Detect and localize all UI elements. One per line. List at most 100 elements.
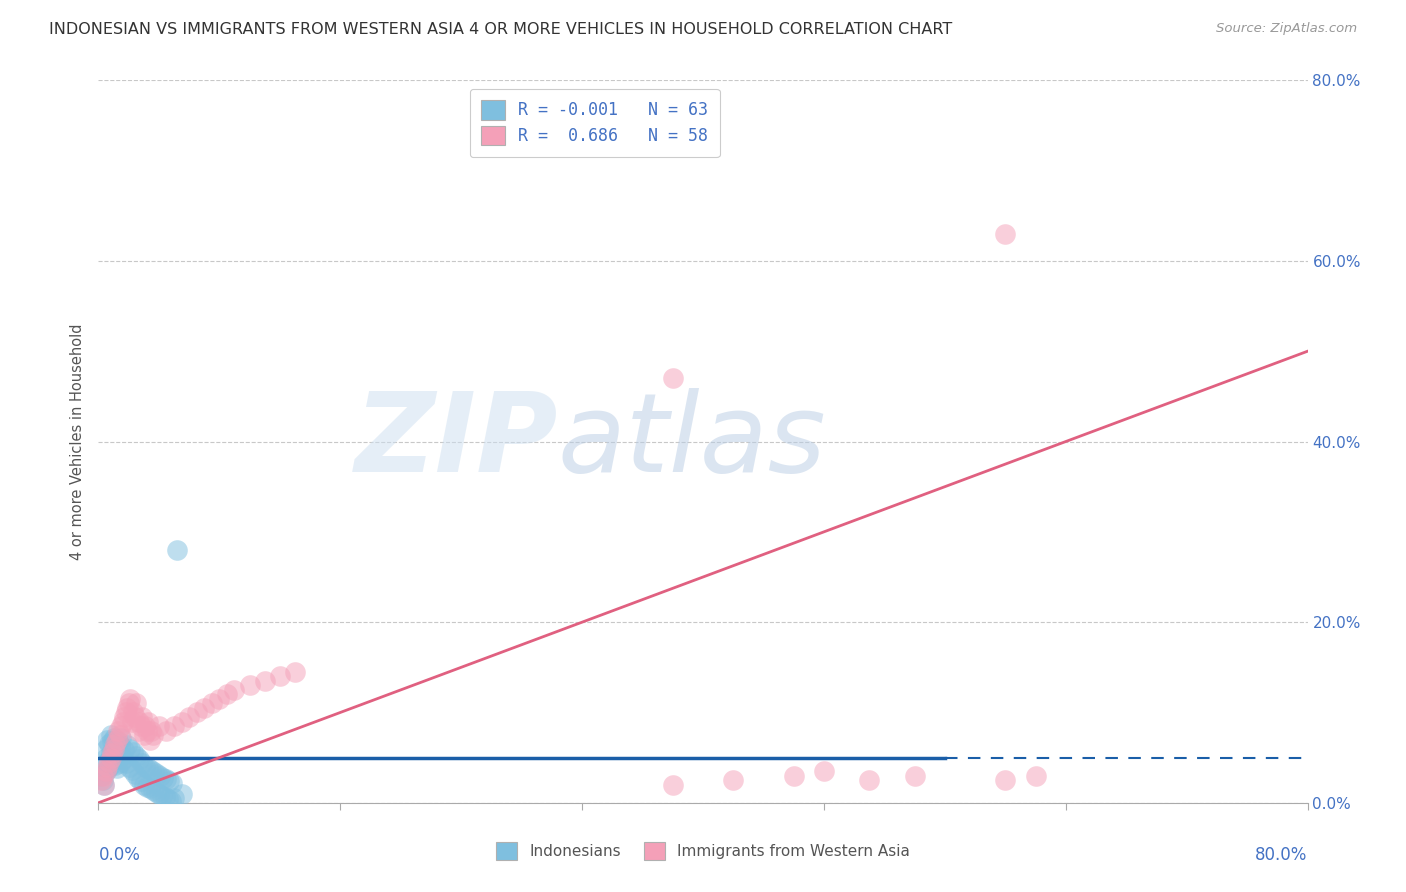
Point	[111, 752, 134, 766]
Point	[136, 762, 159, 776]
Point	[163, 719, 186, 733]
Point	[91, 769, 114, 783]
Point	[201, 697, 224, 711]
Point	[135, 723, 157, 738]
Point	[160, 794, 183, 808]
Y-axis label: 4 or more Vehicles in Household: 4 or more Vehicles in Household	[69, 323, 84, 560]
Point	[121, 764, 143, 778]
Point	[105, 762, 128, 776]
Point	[131, 756, 153, 770]
Point	[124, 710, 146, 724]
Point	[148, 719, 170, 733]
Point	[166, 542, 188, 557]
Point	[100, 750, 122, 764]
Point	[179, 710, 201, 724]
Point	[94, 764, 117, 779]
Point	[253, 673, 276, 688]
Point	[155, 772, 177, 787]
Point	[155, 723, 177, 738]
Point	[135, 780, 157, 794]
Text: 0.0%: 0.0%	[98, 847, 141, 864]
Text: 80.0%: 80.0%	[1256, 847, 1308, 864]
Text: INDONESIAN VS IMMIGRANTS FROM WESTERN ASIA 4 OR MORE VEHICLES IN HOUSEHOLD CORRE: INDONESIAN VS IMMIGRANTS FROM WESTERN AS…	[49, 22, 952, 37]
Point	[186, 706, 208, 720]
Point	[104, 757, 127, 772]
Point	[141, 764, 163, 778]
Point	[96, 732, 118, 747]
Point	[661, 778, 683, 792]
Point	[132, 778, 155, 792]
Point	[128, 714, 150, 729]
Point	[142, 728, 165, 742]
Point	[239, 678, 262, 692]
Point	[170, 714, 193, 729]
Point	[94, 764, 117, 779]
Point	[115, 738, 138, 752]
Point	[122, 706, 145, 720]
Point	[125, 748, 148, 763]
Point	[994, 227, 1017, 241]
Point	[128, 752, 150, 766]
Point	[129, 719, 152, 733]
Point	[150, 789, 173, 803]
Point	[131, 710, 153, 724]
Text: ZIP: ZIP	[354, 388, 558, 495]
Point	[124, 767, 146, 781]
Point	[120, 741, 142, 756]
Point	[1024, 769, 1046, 783]
Point	[136, 714, 159, 729]
Point	[91, 773, 114, 788]
Point	[104, 743, 127, 757]
Point	[103, 731, 125, 745]
Point	[994, 773, 1017, 788]
Point	[101, 734, 124, 748]
Point	[100, 728, 122, 742]
Point	[129, 774, 152, 789]
Text: Source: ZipAtlas.com: Source: ZipAtlas.com	[1216, 22, 1357, 36]
Point	[93, 778, 115, 792]
Point	[156, 792, 179, 806]
Point	[114, 706, 136, 720]
Point	[141, 723, 163, 738]
Point	[114, 756, 136, 770]
Point	[121, 714, 143, 729]
Point	[105, 732, 128, 747]
Point	[269, 669, 291, 683]
Legend: Indonesians, Immigrants from Western Asia: Indonesians, Immigrants from Western Asi…	[488, 835, 918, 867]
Point	[103, 741, 125, 756]
Point	[132, 728, 155, 742]
Point	[118, 760, 141, 774]
Point	[115, 701, 138, 715]
Point	[152, 771, 174, 785]
Point	[108, 756, 131, 770]
Point	[143, 765, 166, 780]
Point	[783, 769, 806, 783]
Point	[723, 773, 745, 788]
Point	[107, 734, 129, 748]
Point	[93, 778, 115, 792]
Point	[111, 714, 134, 729]
Point	[110, 748, 132, 763]
Point	[96, 755, 118, 769]
Point	[107, 752, 129, 766]
Point	[98, 760, 121, 774]
Point	[134, 760, 156, 774]
Point	[208, 692, 231, 706]
Point	[90, 773, 112, 788]
Point	[284, 665, 307, 679]
Point	[163, 791, 186, 805]
Point	[149, 769, 172, 783]
Point	[170, 787, 193, 801]
Point	[813, 764, 835, 779]
Point	[96, 760, 118, 774]
Point	[110, 719, 132, 733]
Point	[145, 785, 167, 799]
Point	[90, 769, 112, 783]
Point	[159, 774, 181, 789]
Point	[139, 732, 162, 747]
Point	[120, 692, 142, 706]
Point	[139, 781, 162, 796]
Point	[153, 790, 176, 805]
Point	[224, 682, 246, 697]
Point	[146, 767, 169, 781]
